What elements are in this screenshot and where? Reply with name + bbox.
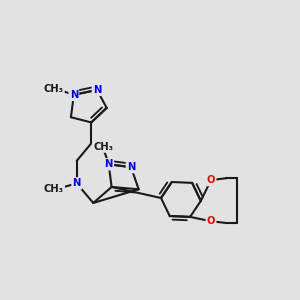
Text: N: N <box>127 162 135 172</box>
Text: O: O <box>207 175 215 185</box>
Text: N: N <box>73 178 81 188</box>
Text: N: N <box>104 159 113 169</box>
Text: O: O <box>207 216 215 226</box>
Text: CH₃: CH₃ <box>44 84 64 94</box>
Text: N: N <box>93 85 101 95</box>
Text: CH₃: CH₃ <box>93 142 113 152</box>
Text: N: N <box>70 90 78 100</box>
Text: CH₃: CH₃ <box>44 184 64 194</box>
